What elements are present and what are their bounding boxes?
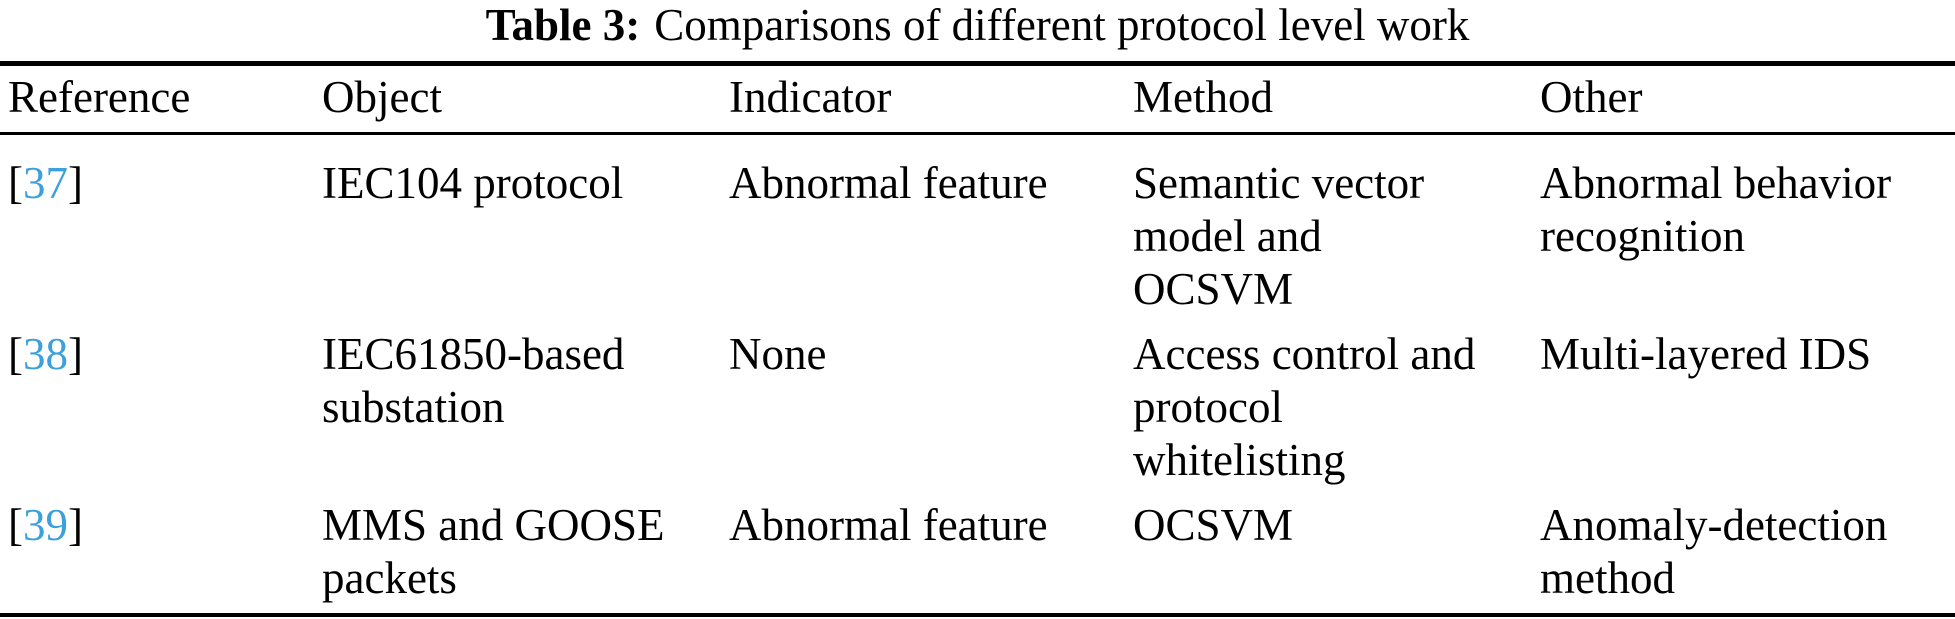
column-header-method: Method (1133, 63, 1540, 135)
table-caption: Table 3: Comparisons of different protoco… (0, 2, 1955, 48)
method-cell: Semantic vector model and OCSVM (1133, 158, 1425, 314)
table-caption-label: Table 3: (485, 0, 641, 50)
citation-link-37[interactable]: 37 (23, 158, 68, 208)
bracket-open: [ (8, 158, 23, 208)
bracket-close: ] (68, 500, 83, 550)
object-cell: IEC61850-based substation (322, 329, 625, 432)
column-header-object: Object (322, 63, 729, 135)
bracket-open: [ (8, 500, 23, 550)
reference-cell: [38] (0, 316, 322, 487)
table-caption-text: Comparisons of different protocol level … (654, 0, 1470, 50)
comparison-table: Reference Object Indicator Method Other … (0, 61, 1955, 617)
reference-cell: [39] (0, 487, 322, 615)
citation-link-39[interactable]: 39 (23, 500, 68, 550)
indicator-cell: Abnormal feature (729, 158, 1048, 208)
header-row: Reference Object Indicator Method Other (0, 63, 1955, 135)
indicator-cell: Abnormal feature (729, 500, 1048, 550)
method-cell: OCSVM (1133, 500, 1294, 550)
object-cell: IEC104 protocol (322, 158, 624, 208)
indicator-cell: None (729, 329, 827, 379)
bracket-close: ] (68, 329, 83, 379)
citation-link-38[interactable]: 38 (23, 329, 68, 379)
reference-cell: [37] (0, 134, 322, 317)
other-cell: Anomaly-detection method (1540, 500, 1888, 603)
object-cell: MMS and GOOSE packets (322, 500, 665, 603)
bracket-close: ] (68, 158, 83, 208)
other-cell: Multi-layered IDS (1540, 329, 1872, 379)
column-header-reference: Reference (0, 63, 322, 135)
method-cell: Access control and protocol whitelisting (1133, 329, 1476, 485)
other-cell: Abnormal behavior recognition (1540, 158, 1892, 261)
bracket-open: [ (8, 329, 23, 379)
table-row: [37] IEC104 protocol Abnormal feature Se… (0, 134, 1955, 317)
column-header-other: Other (1540, 63, 1955, 135)
table-row: [38] IEC61850-based substation None Acce… (0, 316, 1955, 487)
column-header-indicator: Indicator (729, 63, 1133, 135)
table-row: [39] MMS and GOOSE packets Abnormal feat… (0, 487, 1955, 615)
